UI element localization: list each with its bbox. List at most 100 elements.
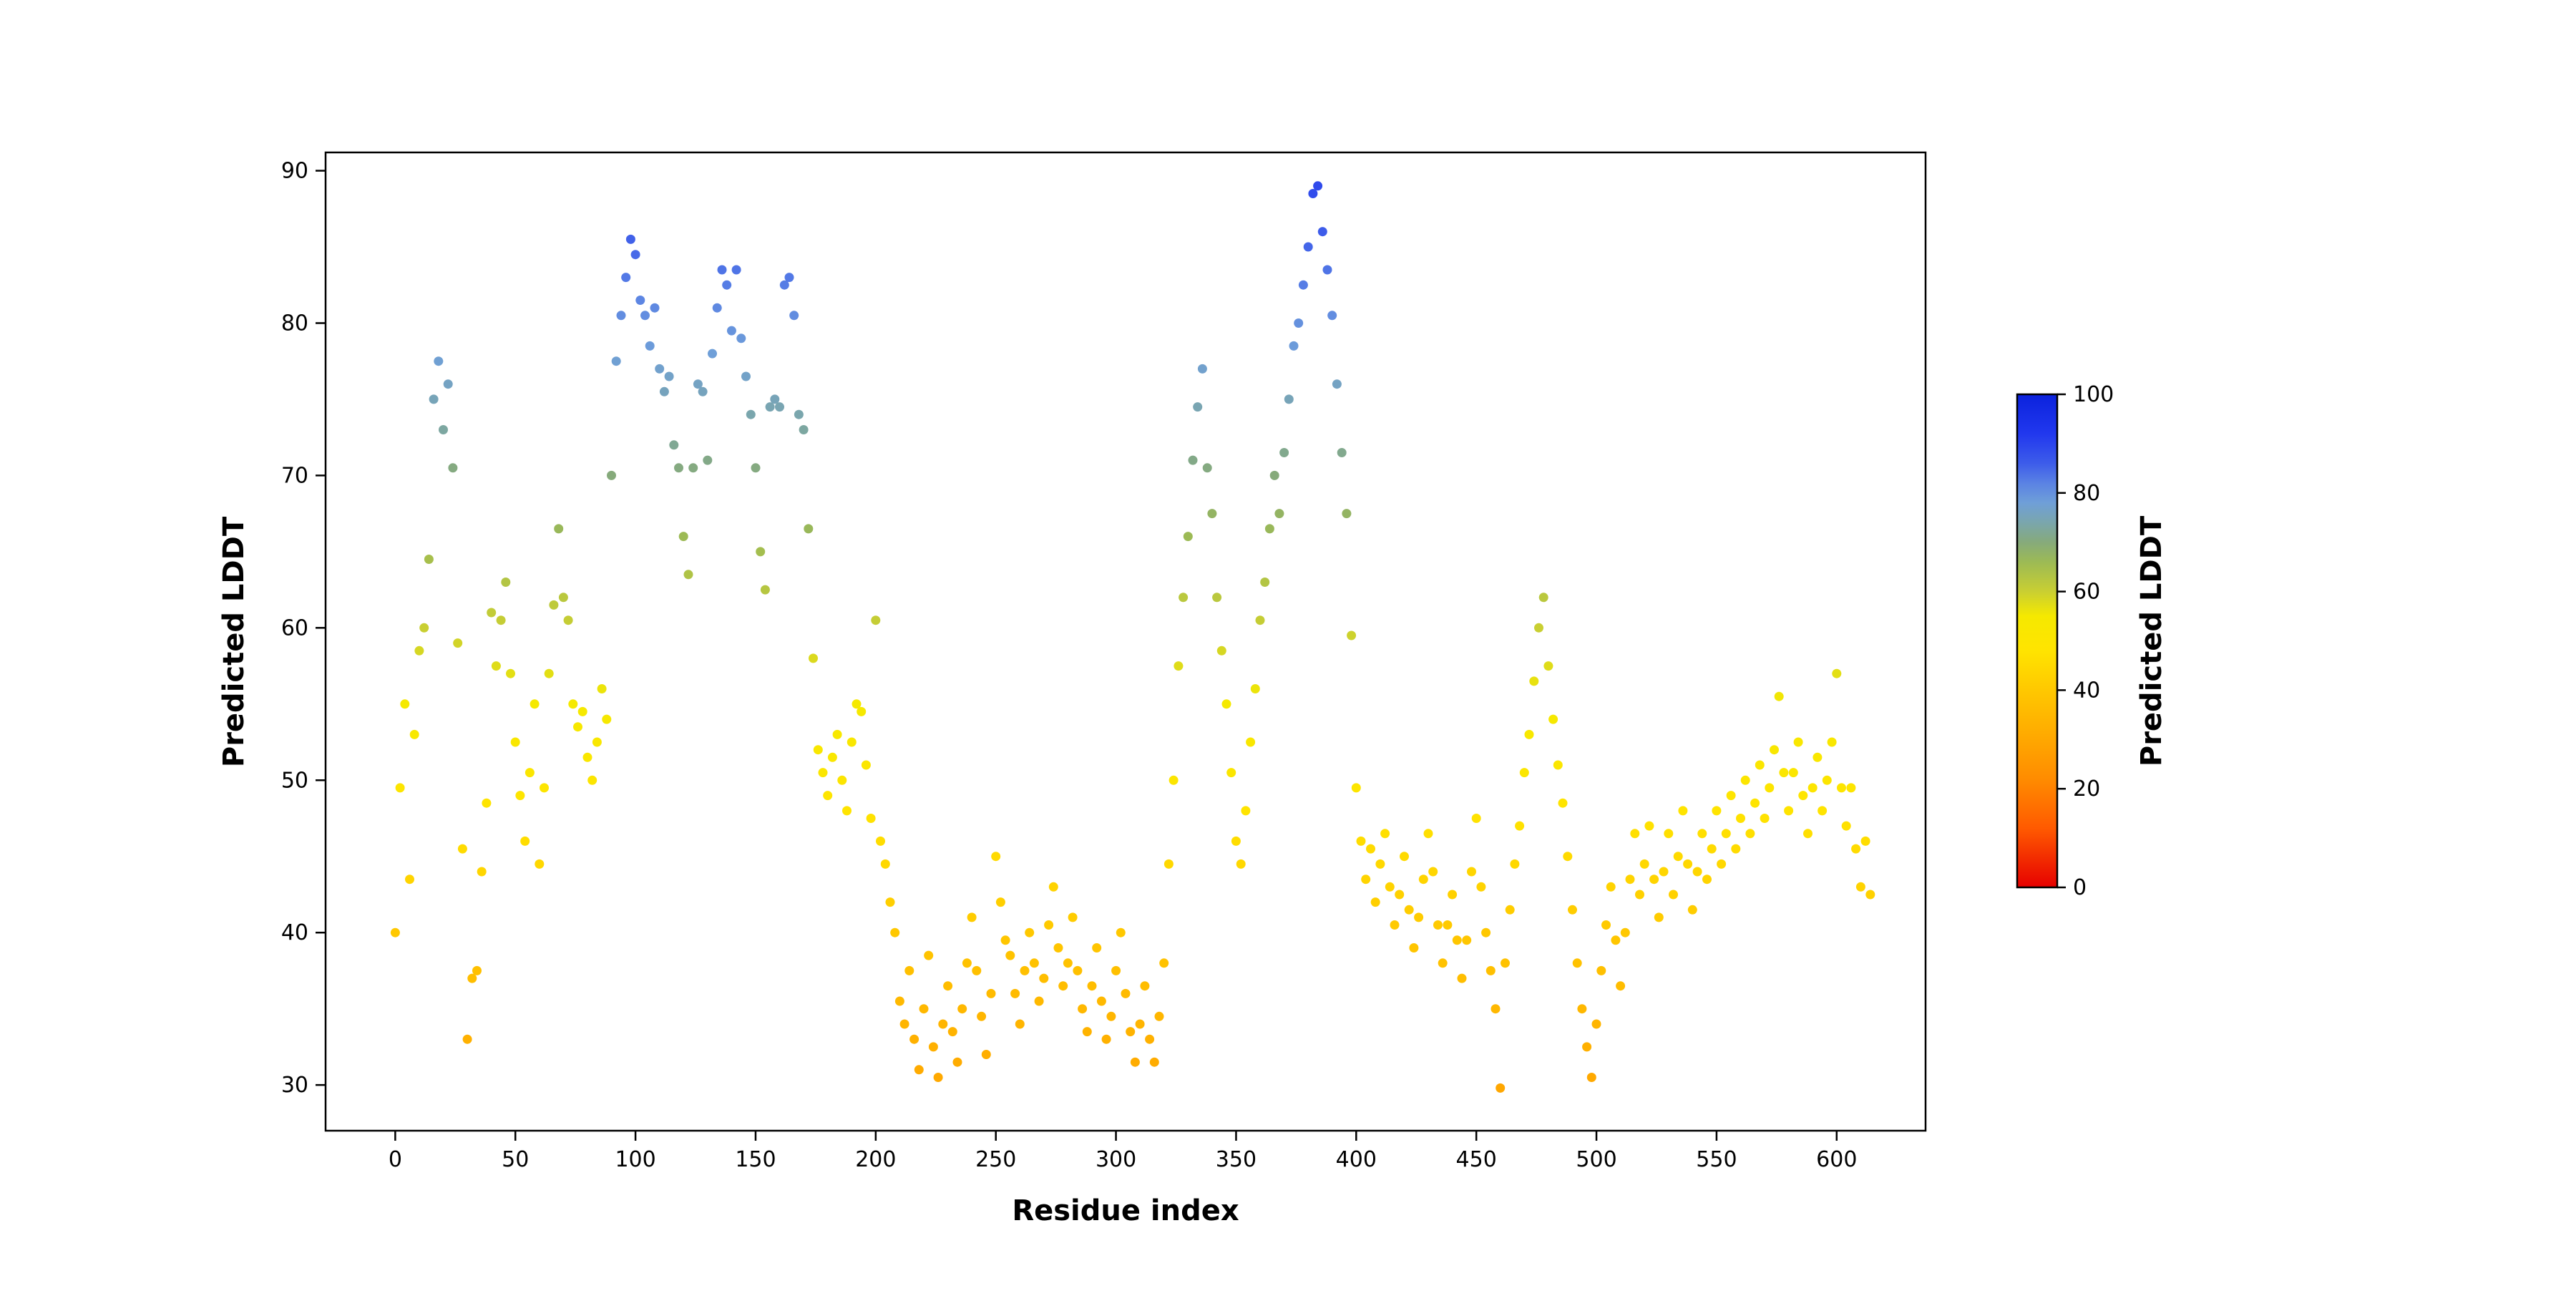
scatter-point bbox=[1860, 836, 1870, 846]
scatter-point bbox=[419, 623, 429, 633]
scatter-point bbox=[1568, 905, 1577, 915]
scatter-point bbox=[765, 402, 775, 412]
scatter-point bbox=[876, 836, 885, 846]
scatter-point bbox=[1563, 852, 1573, 862]
scatter-point bbox=[1274, 509, 1284, 519]
colorbar-tick-label: 60 bbox=[2073, 580, 2100, 605]
scatter-point bbox=[664, 371, 674, 381]
scatter-point bbox=[1294, 318, 1304, 328]
scatter-point bbox=[1241, 806, 1251, 816]
scatter-point bbox=[611, 356, 621, 366]
scatter-point bbox=[1755, 760, 1765, 770]
scatter-point bbox=[717, 265, 727, 275]
scatter-point bbox=[1351, 783, 1361, 793]
scatter-point bbox=[506, 668, 515, 678]
scatter-point bbox=[809, 653, 818, 663]
scatter-point bbox=[708, 349, 717, 359]
scatter-point bbox=[635, 296, 645, 305]
scatter-point bbox=[1433, 920, 1443, 930]
scatter-point bbox=[1702, 875, 1712, 885]
y-tick-label: 70 bbox=[281, 463, 308, 488]
scatter-point bbox=[1154, 1011, 1164, 1021]
scatter-point bbox=[1827, 737, 1837, 747]
scatter-point bbox=[1000, 935, 1010, 945]
scatter-point bbox=[1548, 714, 1558, 724]
scatter-point bbox=[1770, 745, 1779, 755]
scatter-point bbox=[1596, 965, 1606, 975]
y-tick-label: 30 bbox=[281, 1073, 308, 1098]
scatter-point bbox=[1025, 927, 1035, 937]
scatter-point bbox=[1068, 912, 1078, 922]
axes-layer: 0 50 100 150 200 250 300 350 400 450 500 550 600 30 40… bbox=[281, 151, 1927, 1172]
scatter-point bbox=[1135, 1019, 1145, 1029]
scatter-point bbox=[1745, 829, 1755, 839]
scatter-point bbox=[1020, 965, 1030, 975]
colorbar-frame bbox=[2016, 393, 2059, 889]
scatter-point bbox=[1221, 699, 1231, 709]
scatter-point bbox=[726, 326, 736, 336]
scatter-point bbox=[938, 1019, 948, 1029]
scatter-point bbox=[1163, 859, 1174, 869]
scatter-point bbox=[1044, 920, 1054, 930]
scatter-point bbox=[496, 615, 506, 625]
scatter-point bbox=[928, 1042, 938, 1052]
scatter-point bbox=[1005, 950, 1015, 960]
scatter-point bbox=[1818, 806, 1828, 816]
scatter-point bbox=[1039, 973, 1049, 983]
scatter-point bbox=[1342, 509, 1352, 519]
scatter-point bbox=[597, 684, 607, 693]
scatter-point bbox=[837, 775, 847, 785]
colorbar-layer: 0 20 40 60 80 100 bbox=[2016, 382, 2114, 900]
scatter-point bbox=[1620, 927, 1630, 937]
scatter-point bbox=[1591, 1019, 1601, 1029]
scatter-point bbox=[1034, 996, 1044, 1006]
scatter-point bbox=[1101, 1034, 1111, 1044]
scatter-point bbox=[995, 897, 1005, 907]
x-tick-label: 450 bbox=[1456, 1147, 1497, 1172]
scatter-point bbox=[1553, 760, 1563, 770]
scatter-point bbox=[1130, 1057, 1140, 1067]
scatter-point bbox=[746, 409, 756, 419]
scatter-point bbox=[482, 798, 492, 808]
x-tick-label: 0 bbox=[389, 1147, 402, 1172]
scatter-point bbox=[554, 524, 564, 534]
scatter-point bbox=[1683, 859, 1693, 869]
scatter-point bbox=[1837, 783, 1846, 793]
scatter-point bbox=[1337, 448, 1347, 457]
scatter-point bbox=[563, 615, 573, 625]
scatter-point bbox=[530, 699, 540, 709]
scatter-point bbox=[1361, 875, 1371, 885]
scatter-point bbox=[1212, 593, 1222, 603]
scatter-point bbox=[558, 593, 568, 603]
scatter-point bbox=[1317, 227, 1327, 237]
scatter-point bbox=[443, 379, 453, 389]
scatter-point bbox=[919, 1004, 929, 1014]
scatter-point bbox=[1327, 311, 1337, 321]
scatter-point bbox=[1255, 615, 1265, 625]
scatter-point bbox=[880, 859, 890, 869]
scatter-point bbox=[1303, 242, 1313, 252]
scatter-point bbox=[947, 1027, 957, 1037]
scatter-point bbox=[429, 394, 439, 404]
scatter-point bbox=[823, 791, 833, 801]
scatter-point bbox=[1400, 852, 1409, 862]
scatter-point bbox=[1226, 768, 1236, 778]
y-tick-label: 90 bbox=[281, 159, 308, 184]
scatter-point bbox=[1015, 1019, 1025, 1029]
scatter-point bbox=[621, 273, 631, 283]
scatter-point bbox=[1669, 890, 1678, 900]
scatter-point bbox=[1750, 798, 1760, 808]
scatter-point bbox=[1010, 988, 1020, 998]
scatter-point bbox=[1865, 890, 1875, 900]
y-axis-label: Predicted LDDT bbox=[218, 516, 250, 767]
scatter-point bbox=[1207, 509, 1217, 519]
scatter-point bbox=[1673, 852, 1683, 862]
scatter-point bbox=[1078, 1004, 1088, 1014]
scatter-point bbox=[395, 783, 405, 793]
scatter-point bbox=[683, 570, 693, 580]
scatter-point bbox=[904, 965, 914, 975]
scatter-point bbox=[659, 386, 669, 396]
scatter-point bbox=[779, 280, 789, 290]
scatter-point bbox=[1678, 806, 1688, 816]
scatter-point bbox=[1375, 859, 1385, 869]
